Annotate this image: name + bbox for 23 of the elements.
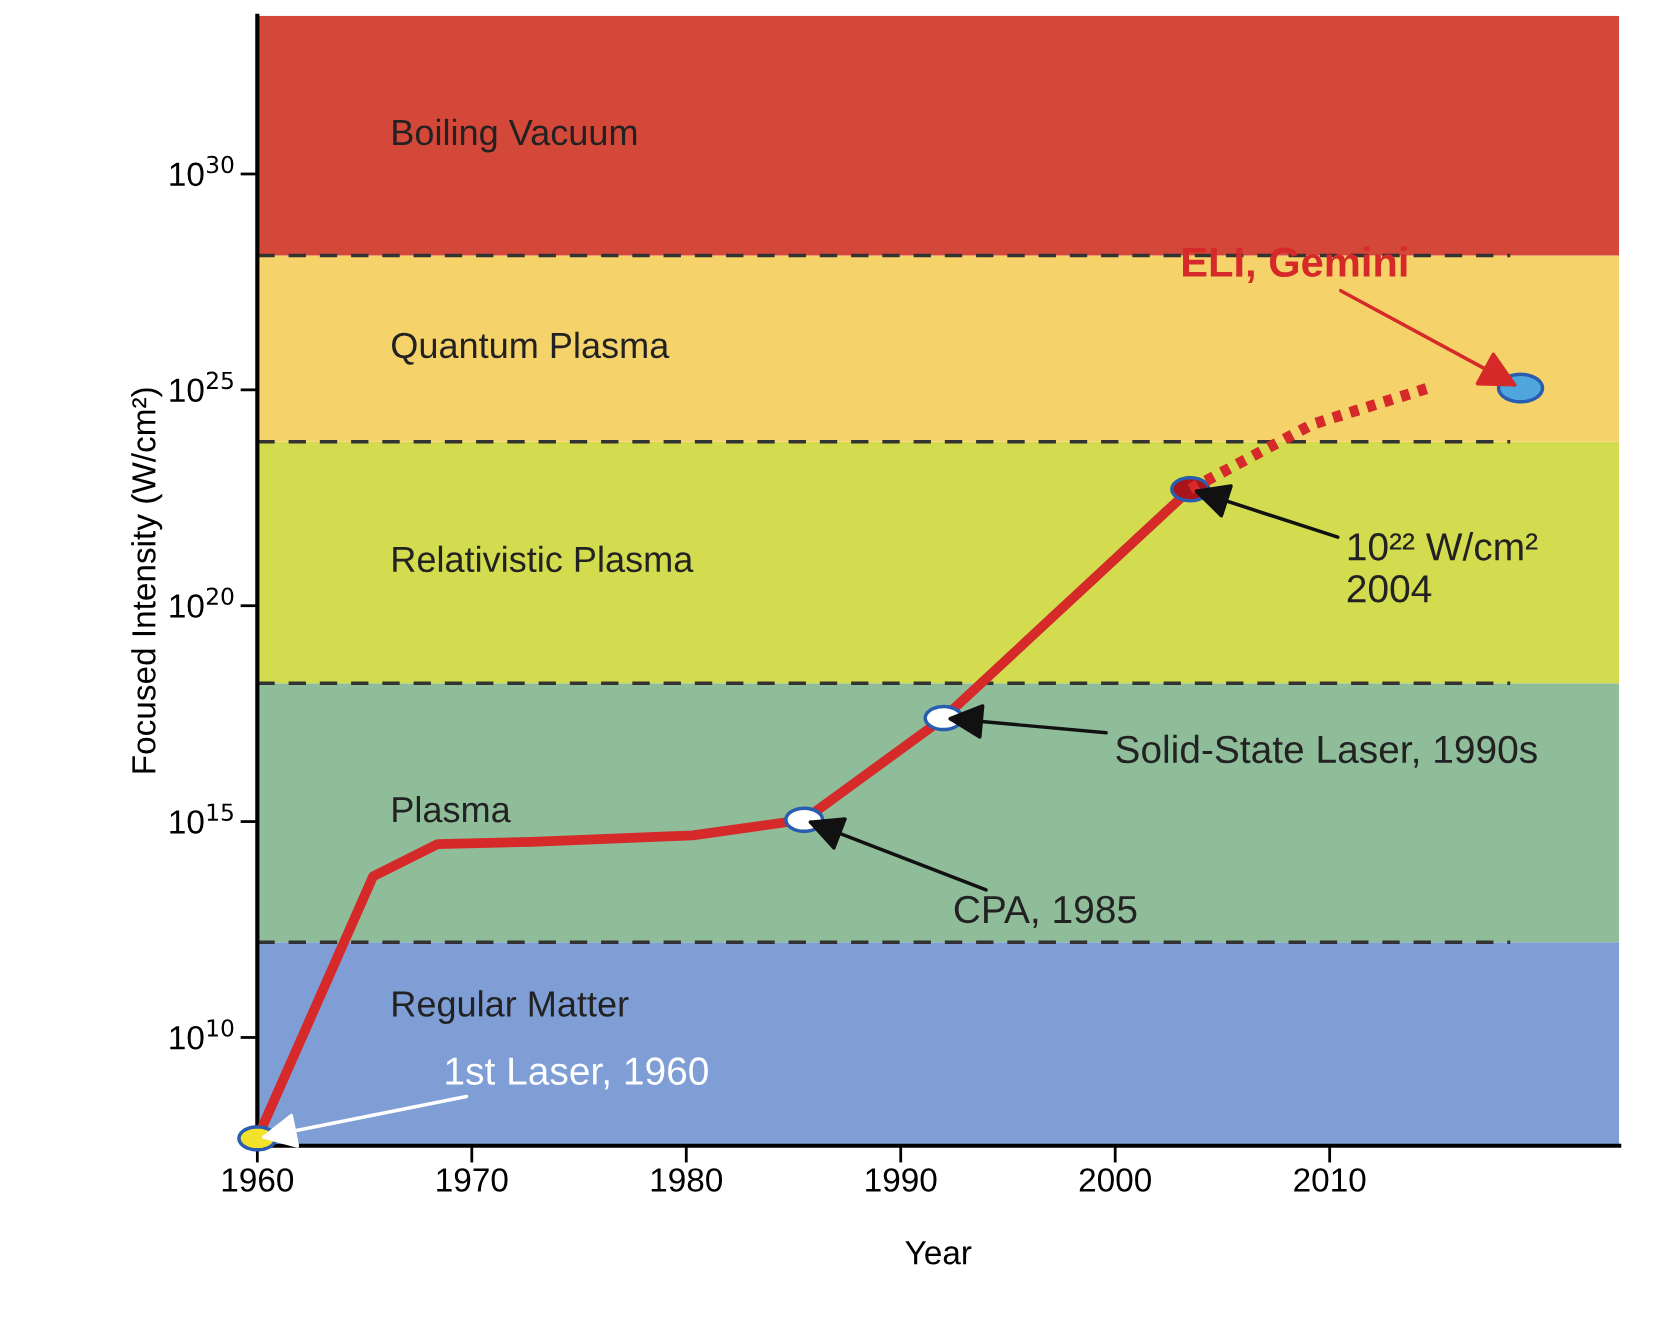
band-label: Quantum Plasma (392, 331, 670, 365)
y-tick-label: 10$^{15}$ (170, 803, 233, 834)
x-tick-label: 2010 (1294, 1168, 1366, 1192)
x-tick-label: 1990 (866, 1168, 937, 1192)
x-tick-label: 2000 (1079, 1168, 1151, 1192)
band-label: Plasma (393, 795, 511, 823)
annotation: CPA, 1985 (954, 895, 1137, 928)
y-tick-label: 10$^{25}$ (170, 371, 233, 402)
annotation: ELI, Gemini (1183, 246, 1407, 284)
annotation: 1st Laser, 1960 (446, 1057, 708, 1090)
band-label: Boiling Vacuum (393, 118, 637, 153)
annotation: Solid-State Laser, 1990s (1116, 734, 1537, 768)
y-axis-title: Focused Intensity (W/cm²) (131, 388, 163, 773)
y-tick-label: 10$^{10}$ (170, 1019, 234, 1050)
y-tick-label: 10$^{20}$ (170, 587, 234, 618)
x-tick-label: 1960 (222, 1168, 294, 1192)
annotation: 10²² W/cm² 2004 (1347, 532, 1538, 603)
band-label: Regular Matter (393, 990, 629, 1024)
x-axis-title: Year (905, 1241, 972, 1265)
band-label: Relativistic Plasma (393, 545, 694, 573)
x-tick-label: 1970 (437, 1168, 508, 1192)
y-tick-label: 10$^{30}$ (170, 155, 234, 187)
x-tick-label: 1980 (651, 1168, 723, 1192)
